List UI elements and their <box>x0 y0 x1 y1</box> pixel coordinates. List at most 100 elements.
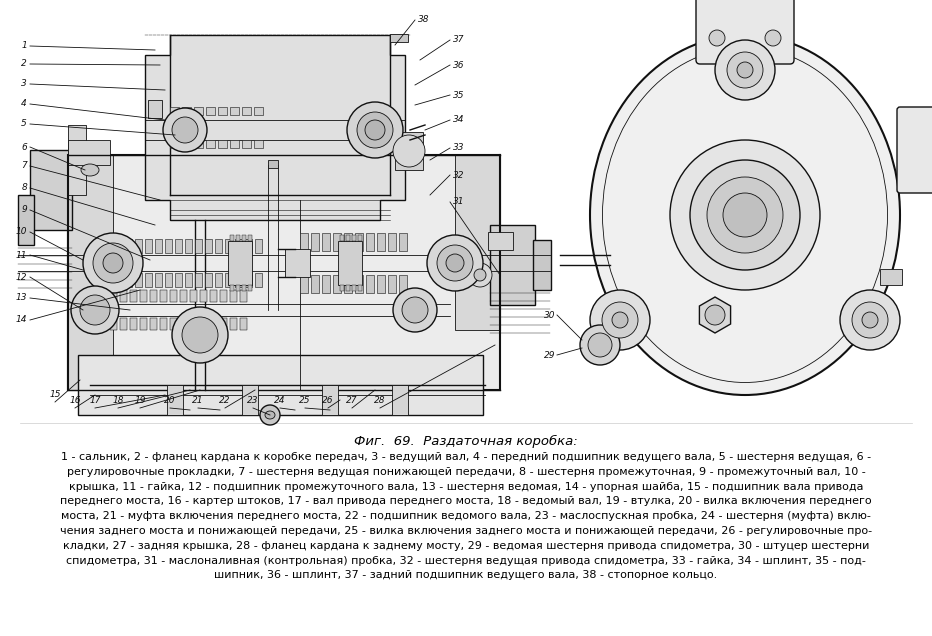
Circle shape <box>723 193 767 237</box>
Bar <box>194 140 203 148</box>
Text: 2: 2 <box>21 60 27 69</box>
Text: 30: 30 <box>543 310 555 319</box>
Bar <box>377 275 385 293</box>
Bar <box>160 290 167 302</box>
Circle shape <box>705 305 725 325</box>
Bar <box>220 318 227 330</box>
Text: 23: 23 <box>247 396 259 405</box>
Circle shape <box>402 297 428 323</box>
Circle shape <box>474 269 486 281</box>
Bar <box>160 318 167 330</box>
Bar <box>180 318 187 330</box>
Bar <box>235 273 242 287</box>
Bar <box>230 235 234 241</box>
Bar <box>182 107 191 115</box>
Bar <box>240 290 247 302</box>
Circle shape <box>172 117 198 143</box>
Bar <box>130 318 137 330</box>
Text: 21: 21 <box>192 396 204 405</box>
Bar <box>185 273 192 287</box>
Text: 31: 31 <box>453 198 464 207</box>
Bar <box>352 235 356 241</box>
Bar <box>322 275 330 293</box>
Text: 1: 1 <box>21 41 27 50</box>
Text: 19: 19 <box>134 396 145 405</box>
Bar <box>285 249 310 277</box>
Text: 3: 3 <box>21 80 27 88</box>
Bar <box>206 107 215 115</box>
Bar <box>110 318 117 330</box>
Circle shape <box>612 312 628 328</box>
Bar <box>170 140 179 148</box>
Text: 8: 8 <box>21 184 27 193</box>
Bar <box>255 239 262 253</box>
Bar <box>268 160 278 168</box>
Circle shape <box>602 302 638 338</box>
Bar <box>322 233 330 251</box>
Bar <box>236 235 240 241</box>
Bar <box>230 290 237 302</box>
Ellipse shape <box>590 35 900 395</box>
Circle shape <box>737 62 753 78</box>
Polygon shape <box>699 297 731 333</box>
Text: кладки, 27 - задняя крышка, 28 - фланец кардана к заднему мосту, 29 - ведомая ше: кладки, 27 - задняя крышка, 28 - фланец … <box>62 541 870 551</box>
Circle shape <box>347 102 403 158</box>
Bar <box>120 290 127 302</box>
Bar <box>388 275 396 293</box>
Text: 18: 18 <box>112 396 124 405</box>
Circle shape <box>163 108 207 152</box>
Bar <box>135 239 142 253</box>
Bar <box>346 235 350 241</box>
Bar <box>245 239 252 253</box>
Bar <box>242 107 251 115</box>
Bar <box>455 155 500 330</box>
Text: Фиг.  69.  Раздаточная коробка:: Фиг. 69. Раздаточная коробка: <box>354 435 578 448</box>
Bar <box>125 239 132 253</box>
Bar <box>167 385 183 415</box>
Bar <box>230 107 239 115</box>
Bar <box>175 273 182 287</box>
Bar <box>366 275 374 293</box>
Bar <box>352 285 356 291</box>
Circle shape <box>80 295 110 325</box>
Bar <box>195 239 202 253</box>
Circle shape <box>83 233 143 293</box>
Ellipse shape <box>265 411 275 419</box>
Text: моста, 21 - муфта включения переднего моста, 22 - подшипник ведомого вала, 23 - : моста, 21 - муфта включения переднего мо… <box>62 511 870 521</box>
Text: 35: 35 <box>453 90 464 99</box>
Bar <box>218 140 227 148</box>
Bar <box>242 285 246 291</box>
Bar <box>311 233 319 251</box>
Bar <box>18 195 34 245</box>
Text: чения заднего моста и понижающей передачи, 25 - вилка включения заднего моста и : чения заднего моста и понижающей передач… <box>60 526 872 536</box>
Bar <box>533 240 551 290</box>
Bar <box>115 273 122 287</box>
Bar <box>242 235 246 241</box>
Text: 17: 17 <box>89 396 101 405</box>
Bar <box>242 385 258 415</box>
Bar <box>230 140 239 148</box>
Bar <box>190 318 197 330</box>
Bar <box>236 285 240 291</box>
Circle shape <box>588 333 612 357</box>
Text: 25: 25 <box>299 396 310 405</box>
Circle shape <box>427 235 483 291</box>
Bar <box>228 241 252 285</box>
Bar <box>30 150 72 230</box>
Bar <box>377 233 385 251</box>
Bar <box>248 235 252 241</box>
Bar <box>120 318 127 330</box>
Circle shape <box>727 52 763 88</box>
Text: 38: 38 <box>418 15 430 25</box>
Text: 16: 16 <box>69 396 81 405</box>
Bar <box>880 269 902 285</box>
Bar <box>390 34 408 42</box>
Circle shape <box>93 243 133 283</box>
Bar <box>78 355 483 415</box>
Circle shape <box>580 325 620 365</box>
Circle shape <box>103 253 123 273</box>
Bar <box>195 273 202 287</box>
Text: 22: 22 <box>219 396 231 405</box>
Circle shape <box>260 405 280 425</box>
Text: 29: 29 <box>543 350 555 359</box>
